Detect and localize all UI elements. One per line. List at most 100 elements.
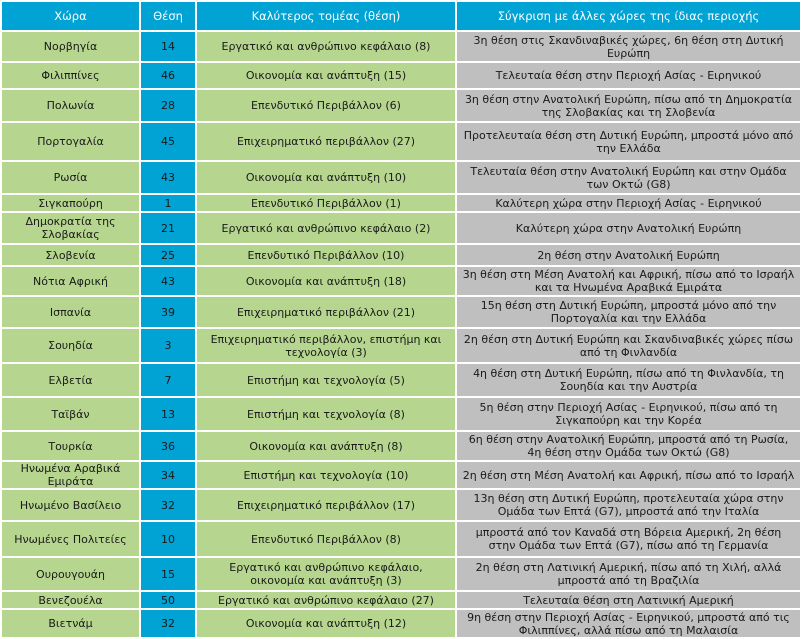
table-row: Πολωνία 28 Επενδυτικό Περιβάλλον (6) 3η θέσ… [0, 88, 802, 123]
cell-rank: 46 [139, 61, 197, 90]
cell-sector: Οικονομία και ανάπτυξη (15) [195, 61, 457, 90]
cell-sector: Επενδυτικό Περιβάλλον (8) [195, 520, 457, 558]
table-row: Νότια Αφρική 43 Οικονομία και ανάπτυξη (18… [0, 265, 802, 297]
header-best-sector: Καλύτερος τομέας (θέση) [195, 0, 457, 32]
cell-rank: 32 [139, 488, 197, 522]
table-row: Ταϊβάν 13 Επιστήμη και τεχνολογία (8) 5η θέ… [0, 396, 802, 432]
cell-sector: Οικονομία και ανάπτυξη (12) [195, 608, 457, 639]
cell-rank: 36 [139, 430, 197, 462]
cell-sector: Οικονομία και ανάπτυξη (8) [195, 430, 457, 462]
cell-comparison: Τελευταία θέση στην Περιοχή Ασίας - Ειρη… [455, 61, 802, 90]
cell-sector: Οικονομία και ανάπτυξη (10) [195, 160, 457, 195]
cell-rank: 43 [139, 160, 197, 195]
header-rank: Θέση [139, 0, 197, 32]
table-row: Βιετνάμ 32 Οικονομία και ανάπτυξη (12) 9η θ… [0, 608, 802, 639]
cell-rank: 15 [139, 556, 197, 592]
cell-comparison: 5η θέση στην Περιοχή Ασίας - Ειρηνικού, … [455, 396, 802, 432]
table-row: Πορτογαλία 45 Επιχειρηματικό περιβάλλον (2… [0, 121, 802, 162]
cell-rank: 43 [139, 265, 197, 297]
table-row: Νορβηγία 14 Εργατικό και ανθρώπινο κεφάλαι… [0, 30, 802, 63]
table-row: Ρωσία 43 Οικονομία και ανάπτυξη (10) Τελευτ… [0, 160, 802, 195]
cell-rank: 13 [139, 396, 197, 432]
cell-country: Δημοκρατία της Σλοβακίας [0, 211, 141, 245]
cell-country: Ηνωμένες Πολιτείες [0, 520, 141, 558]
table-row: Ηνωμένο Βασίλειο 32 Επιχειρηματικό περιβάλ… [0, 488, 802, 522]
table-row: Σιγκαπούρη 1 Επενδυτικό Περιβάλλον (1) Καλύ… [0, 193, 802, 213]
cell-country: Νότια Αφρική [0, 265, 141, 297]
table-row: Φιλιππίνες 46 Οικονομία και ανάπτυξη (15) Τ… [0, 61, 802, 90]
cell-rank: 45 [139, 121, 197, 162]
cell-sector: Οικονομία και ανάπτυξη (18) [195, 265, 457, 297]
cell-comparison: 3η θέση στη Μέση Ανατολή και Αφρική, πίσ… [455, 265, 802, 297]
cell-rank: 10 [139, 520, 197, 558]
cell-comparison: 2η θέση στη Δυτική Ευρώπη και Σκανδιναβι… [455, 327, 802, 364]
table-row: Βενεζουέλα 50 Εργατικό και ανθρώπινο κεφάλ… [0, 590, 802, 610]
cell-sector: Επιστήμη και τεχνολογία (5) [195, 362, 457, 398]
cell-country: Βενεζουέλα [0, 590, 141, 610]
cell-sector: Εργατικό και ανθρώπινο κεφάλαιο (2) [195, 211, 457, 245]
cell-country: Ελβετία [0, 362, 141, 398]
cell-sector: Επιχειρηματικό περιβάλλον (21) [195, 295, 457, 329]
cell-sector: Επιχειρηματικό περιβάλλον (17) [195, 488, 457, 522]
cell-comparison: 2η θέση στη Μέση Ανατολή και Αφρική, πίσ… [455, 460, 802, 490]
cell-comparison: Καλύτερη χώρα στην Περιοχή Ασίας - Ειρην… [455, 193, 802, 213]
cell-rank: 1 [139, 193, 197, 213]
cell-rank: 39 [139, 295, 197, 329]
cell-rank: 25 [139, 243, 197, 267]
cell-comparison: 2η θέση στη Λατινική Αμερική, πίσω από τ… [455, 556, 802, 592]
cell-country: Σουηδία [0, 327, 141, 364]
table-row: Ηνωμένες Πολιτείες 10 Επενδυτικό Περιβάλλο… [0, 520, 802, 558]
cell-country: Ηνωμένο Βασίλειο [0, 488, 141, 522]
cell-country: Νορβηγία [0, 30, 141, 63]
cell-sector: Εργατικό και ανθρώπινο κεφάλαιο, οικονομ… [195, 556, 457, 592]
cell-sector: Εργατικό και ανθρώπινο κεφάλαιο (27) [195, 590, 457, 610]
cell-comparison: Τελευταία θέση στη Λατινική Αμερική [455, 590, 802, 610]
cell-comparison: 2η θέση στην Ανατολική Ευρώπη [455, 243, 802, 267]
header-country: Χώρα [0, 0, 141, 32]
cell-country: Ρωσία [0, 160, 141, 195]
cell-comparison: Τελευταία θέση στην Ανατολική Ευρώπη και… [455, 160, 802, 195]
cell-comparison: 6η θέση στην Ανατολική Ευρώπη, μπροστά α… [455, 430, 802, 462]
cell-rank: 21 [139, 211, 197, 245]
cell-comparison: Προτελευταία θέση στη Δυτική Ευρώπη, μπρ… [455, 121, 802, 162]
table-row: Σλοβενία 25 Επενδυτικό Περιβάλλον (10) 2η θ… [0, 243, 802, 267]
cell-comparison: 4η θέση στη Δυτική Ευρώπη, πίσω από τη Φ… [455, 362, 802, 398]
cell-sector: Επιχειρηματικό περιβάλλον (27) [195, 121, 457, 162]
cell-sector: Επενδυτικό Περιβάλλον (10) [195, 243, 457, 267]
table-row: Ελβετία 7 Επιστήμη και τεχνολογία (5) 4η θέ… [0, 362, 802, 398]
table-row: Τουρκία 36 Οικονομία και ανάπτυξη (8) 6η θέ… [0, 430, 802, 462]
cell-country: Σλοβενία [0, 243, 141, 267]
cell-rank: 50 [139, 590, 197, 610]
cell-country: Σιγκαπούρη [0, 193, 141, 213]
cell-rank: 32 [139, 608, 197, 639]
cell-comparison: 15η θέση στη Δυτική Ευρώπη, μπροστά μόνο… [455, 295, 802, 329]
cell-rank: 14 [139, 30, 197, 63]
cell-rank: 34 [139, 460, 197, 490]
cell-country: Βιετνάμ [0, 608, 141, 639]
cell-sector: Επιχειρηματικό περιβάλλον, επιστήμη και … [195, 327, 457, 364]
cell-sector: Επιστήμη και τεχνολογία (8) [195, 396, 457, 432]
cell-comparison: Καλύτερη χώρα στην Ανατολική Ευρώπη [455, 211, 802, 245]
table-row: Ηνωμένα Αραβικά Εμιράτα 34 Επιστήμη και τε… [0, 460, 802, 490]
table-row: Ισπανία 39 Επιχειρηματικό περιβάλλον (21) 1… [0, 295, 802, 329]
cell-rank: 7 [139, 362, 197, 398]
cell-rank: 3 [139, 327, 197, 364]
cell-country: Πολωνία [0, 88, 141, 123]
cell-comparison: 13η θέση στη Δυτική Ευρώπη, προτελευταία… [455, 488, 802, 522]
cell-sector: Επενδυτικό Περιβάλλον (1) [195, 193, 457, 213]
cell-country: Ταϊβάν [0, 396, 141, 432]
table-row: Δημοκρατία της Σλοβακίας 21 Εργατικό και α… [0, 211, 802, 245]
cell-country: Φιλιππίνες [0, 61, 141, 90]
cell-comparison: μπροστά από τον Καναδά στη Βόρεια Αμερικ… [455, 520, 802, 558]
cell-country: Τουρκία [0, 430, 141, 462]
header-comparison: Σύγκριση με άλλες χώρες της ίδιας περιοχ… [455, 0, 802, 32]
cell-sector: Επενδυτικό Περιβάλλον (6) [195, 88, 457, 123]
table-row: Σουηδία 3 Επιχειρηματικό περιβάλλον, επιστ… [0, 327, 802, 364]
cell-country: Ισπανία [0, 295, 141, 329]
cell-sector: Εργατικό και ανθρώπινο κεφάλαιο (8) [195, 30, 457, 63]
cell-comparison: 3η θέση στην Ανατολική Ευρώπη, πίσω από … [455, 88, 802, 123]
cell-comparison: 9η θέση στην Περιοχή Ασίας - Ειρηνικού, … [455, 608, 802, 639]
cell-country: Ουρουγουάη [0, 556, 141, 592]
header-row: Χώρα Θέση Καλύτερος τομέας (θέση) Σύγκρι… [0, 0, 802, 32]
